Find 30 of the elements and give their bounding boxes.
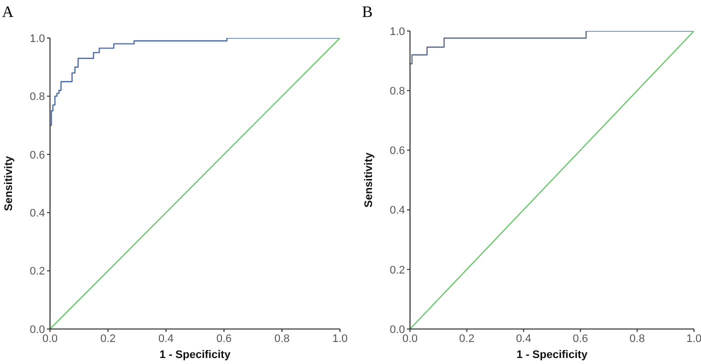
- x-tick-label: 0.0: [402, 332, 418, 345]
- x-tick-label: 0.2: [459, 332, 474, 345]
- x-tick-label: 0.0: [42, 332, 58, 345]
- x-axis-title: 1 - Specificity: [516, 349, 588, 361]
- x-tick-label: 0.8: [630, 332, 645, 345]
- x-tick-label: 0.4: [516, 332, 532, 345]
- y-tick-label: 0.0: [30, 324, 45, 336]
- y-tick-label: 0.6: [390, 145, 405, 158]
- y-tick-label: 0.4: [30, 208, 45, 220]
- chart-title: B: [362, 4, 373, 22]
- y-tick-label: 1.0: [390, 26, 405, 38]
- y-tick-label: 0.4: [390, 204, 405, 217]
- y-axis-title: Sensitivity: [362, 152, 375, 208]
- x-tick-label: 1.0: [332, 332, 348, 345]
- y-axis-title: Sensitivity: [2, 155, 15, 212]
- y-tick-label: 0.6: [30, 149, 45, 162]
- y-tick-label: 0.2: [30, 266, 45, 278]
- x-tick-label: 0.4: [158, 332, 174, 345]
- y-tick-label: 0.8: [390, 86, 405, 98]
- y-tick-label: 1.0: [30, 32, 45, 45]
- x-tick-label: 1.0: [686, 332, 701, 345]
- x-tick-label: 0.8: [274, 332, 290, 345]
- chart-title: A: [2, 4, 14, 22]
- x-tick-label: 0.6: [216, 332, 232, 345]
- y-tick-label: 0.8: [30, 91, 45, 104]
- y-tick-label: 0.2: [390, 264, 405, 276]
- x-tick-label: 0.6: [572, 332, 588, 345]
- x-tick-label: 0.2: [100, 332, 116, 345]
- y-tick-label: 0.0: [390, 324, 405, 336]
- x-axis-title: 1 - Specificity: [160, 349, 232, 361]
